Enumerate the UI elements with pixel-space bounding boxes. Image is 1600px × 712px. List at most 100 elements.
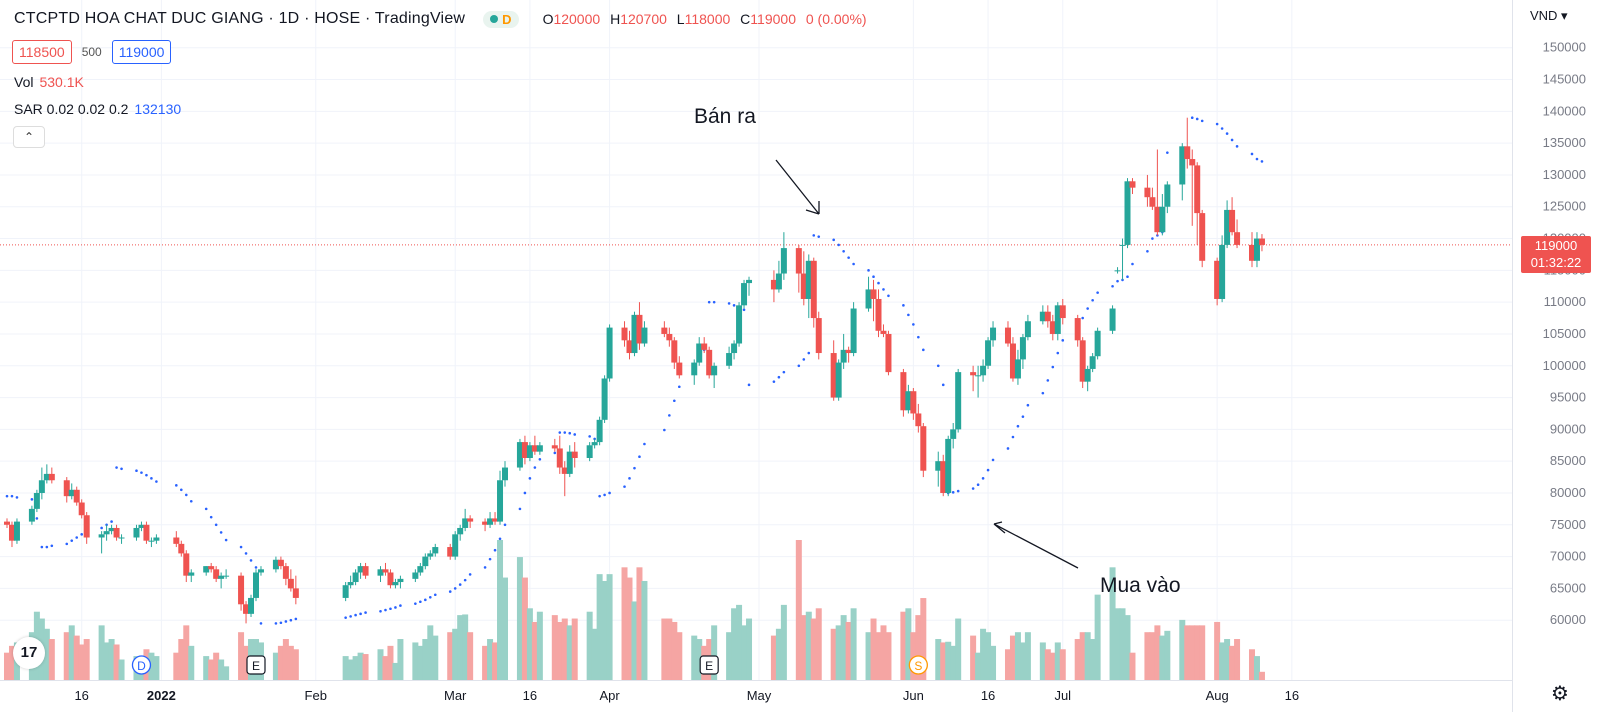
candle-body xyxy=(885,333,892,373)
sar-dot xyxy=(184,493,188,497)
candle-body xyxy=(352,572,359,583)
sar-dot xyxy=(1091,298,1094,302)
candle xyxy=(253,569,259,602)
candle xyxy=(970,365,977,392)
currency-selector[interactable]: VND ▾ xyxy=(1530,8,1568,23)
volume-bar xyxy=(73,635,80,680)
sar-dot xyxy=(867,269,870,272)
event-marker-e: E xyxy=(246,655,266,675)
volume-bar xyxy=(83,639,90,680)
candle xyxy=(347,575,354,589)
candle-body xyxy=(1009,343,1016,379)
split-marker-icon xyxy=(908,655,928,675)
volume-bar xyxy=(880,625,887,680)
candle xyxy=(462,508,469,532)
collapse-legend-button[interactable]: ⌃ xyxy=(13,126,45,148)
sar-dot xyxy=(110,520,113,523)
candle xyxy=(432,543,439,557)
volume-bar xyxy=(800,615,807,680)
candle-body xyxy=(810,260,817,319)
sar-value: 132130 xyxy=(134,101,182,117)
candle-body xyxy=(636,314,643,344)
candle-body xyxy=(561,467,568,474)
volume-bar xyxy=(795,540,802,680)
volume-bar xyxy=(412,642,419,680)
sar-dot xyxy=(249,559,253,562)
candle-body xyxy=(1114,270,1121,272)
candle xyxy=(272,556,279,573)
sar-dot xyxy=(359,612,362,616)
candle-body xyxy=(840,349,847,363)
candle xyxy=(1194,162,1201,245)
sar-dot xyxy=(1200,119,1204,123)
volume-bar xyxy=(1049,652,1056,680)
candle xyxy=(257,566,264,576)
candle xyxy=(8,521,15,548)
candle-body xyxy=(521,442,528,458)
volume-bar xyxy=(920,598,927,680)
candle xyxy=(243,601,250,624)
candle-body xyxy=(482,521,489,525)
symbol-title[interactable]: CTCPTD HOA CHAT DUC GIANG · 1D · HOSE · … xyxy=(14,10,466,27)
candle-body xyxy=(940,461,947,493)
sar-dot xyxy=(50,544,54,548)
sar-dot xyxy=(1041,391,1045,395)
sar-dot xyxy=(608,491,611,495)
candle-body xyxy=(1024,321,1031,338)
candle xyxy=(397,575,404,589)
candle-body xyxy=(108,527,115,532)
sar-dot xyxy=(573,433,577,436)
candle xyxy=(1219,235,1226,303)
candle-body xyxy=(950,429,957,439)
candle-body xyxy=(980,365,987,376)
time-tick-label: 16 xyxy=(523,688,537,703)
sar-dot xyxy=(150,477,153,480)
candle xyxy=(133,524,140,541)
candle-body xyxy=(556,448,563,468)
symbol-legend[interactable]: CTCPTD HOA CHAT DUC GIANG · 1D · HOSE · … xyxy=(14,10,867,28)
gear-icon[interactable]: ⚙ xyxy=(1551,683,1569,705)
candle-body xyxy=(915,413,922,427)
event-marker-s: S xyxy=(908,655,928,675)
change-value: 0 (0.00%) xyxy=(805,11,867,27)
sar-dot xyxy=(389,607,392,611)
volume-bar xyxy=(1194,625,1201,680)
buy-price-button[interactable]: 119000 xyxy=(111,40,172,64)
event-marker-e: E xyxy=(699,655,719,675)
sar-dot xyxy=(1146,249,1149,253)
volume-bar xyxy=(621,567,628,680)
candle xyxy=(1014,349,1021,385)
candle xyxy=(28,505,35,525)
candle-body xyxy=(133,527,140,538)
candle-body xyxy=(910,391,917,414)
sar-dot xyxy=(239,545,243,549)
volume-legend[interactable]: Vol 530.1K xyxy=(14,74,84,90)
candle xyxy=(1084,365,1091,392)
sar-dot xyxy=(394,606,397,609)
sar-dot xyxy=(742,308,746,312)
candle-body xyxy=(397,578,404,583)
candle-body xyxy=(526,445,533,458)
candle xyxy=(850,302,857,357)
sar-dot xyxy=(1011,435,1015,439)
price-tick-label: 125000 xyxy=(1543,199,1586,214)
candle xyxy=(865,276,872,312)
sar-dot xyxy=(902,304,905,307)
volume-bar xyxy=(1089,639,1096,680)
sar-dot xyxy=(453,587,457,590)
buy-annotation[interactable]: Mua vào xyxy=(1100,574,1181,597)
sell-annotation[interactable]: Bán ra xyxy=(694,105,756,128)
volume-bar xyxy=(676,632,683,680)
tradingview-logo-icon[interactable]: 17 xyxy=(13,637,45,669)
sell-price-button[interactable]: 118500 xyxy=(12,40,72,64)
volume-bar xyxy=(457,615,464,680)
volume-bar xyxy=(945,641,952,680)
candle-body xyxy=(726,353,733,366)
candle xyxy=(626,330,633,360)
candle xyxy=(726,346,733,369)
sar-dot xyxy=(189,499,193,503)
sar-dot xyxy=(120,467,123,471)
time-tick-label: Feb xyxy=(305,688,327,703)
sar-legend[interactable]: SAR 0.02 0.02 0.2 132130 xyxy=(14,101,181,117)
